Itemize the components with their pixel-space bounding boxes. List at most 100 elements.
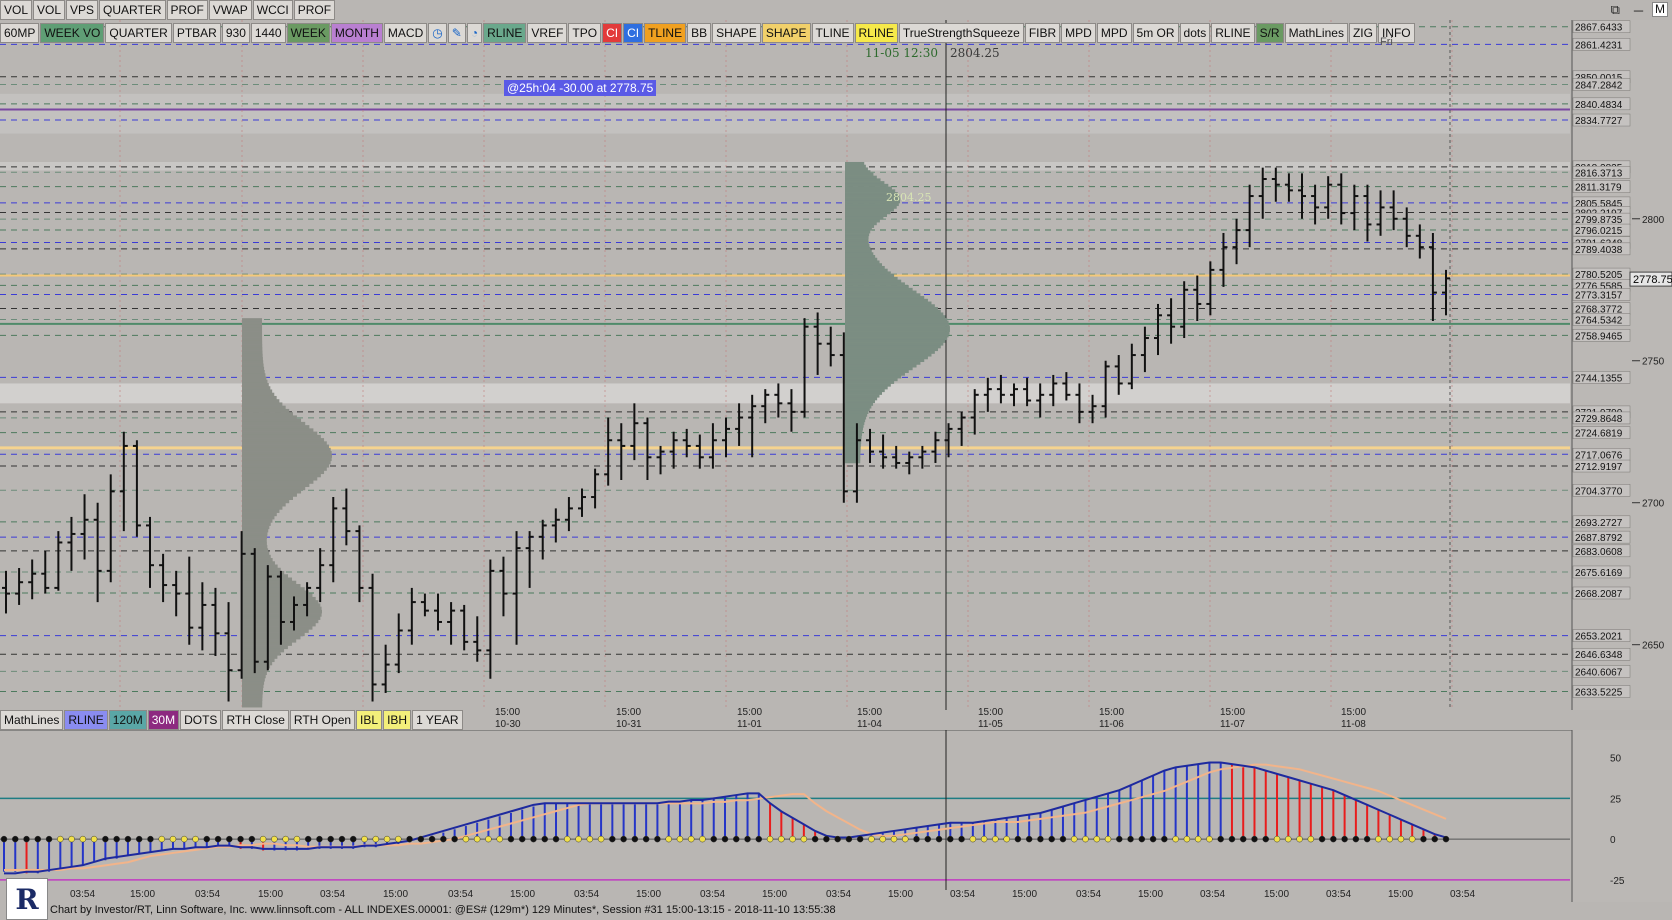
toolbar2-button[interactable]: RLINE: [483, 23, 527, 43]
squeeze-dot: [913, 835, 920, 843]
minimize-icon[interactable]: ─: [1633, 2, 1644, 18]
toolbar2-button[interactable]: BB: [687, 23, 712, 43]
toolbar3-button[interactable]: MathLines: [0, 710, 64, 730]
toolbar2-button[interactable]: MONTH: [330, 23, 383, 43]
x-tick-date: 11-04: [857, 719, 882, 730]
day-label: Fri: [1380, 36, 1393, 48]
toolbar2-button[interactable]: WEEK VO: [40, 23, 105, 43]
toolbar2-button[interactable]: SHAPE: [761, 23, 811, 43]
toolbar2-button[interactable]: 1440: [250, 23, 286, 43]
volume-profile-bar: [845, 252, 874, 256]
toolbar2-button[interactable]: ◷: [428, 23, 447, 43]
squeeze-dot: [1375, 835, 1382, 843]
toolbar3-button[interactable]: IBL: [356, 710, 383, 730]
toolbar1-button[interactable]: WCCI: [252, 0, 293, 20]
toolbar1-button[interactable]: VPS: [66, 0, 99, 20]
volume-profile-bar: [845, 345, 941, 349]
toolbar-indicators: 60MP WEEK VO QUARTER PTBAR 930 1440 WEEK MONTH M…: [0, 23, 1415, 43]
squeeze-dot: [665, 835, 672, 843]
toolbar2-button[interactable]: FIBR: [1024, 23, 1061, 43]
volume-profile-bar: [242, 412, 293, 416]
toolbar2-button[interactable]: WEEK: [286, 23, 330, 43]
toolbar2-button[interactable]: MathLines: [1284, 23, 1348, 43]
toolbar2-button[interactable]: ZIG: [1348, 23, 1377, 43]
volume-profile-bar: [845, 274, 895, 278]
toolbar2-button[interactable]: TLINE: [811, 23, 854, 43]
toolbar2-button[interactable]: INFO: [1377, 23, 1415, 43]
squeeze-dot: [1014, 835, 1022, 843]
squeeze-dot: [1228, 835, 1236, 843]
toolbar1-button[interactable]: VOL: [0, 0, 33, 20]
price-chart[interactable]: 2867.64332861.42312850.00152847.28422840…: [0, 20, 1672, 730]
toolbar2-button[interactable]: TPO: [568, 23, 602, 43]
volume-profile-bar: [242, 639, 297, 643]
squeeze-dot: [45, 835, 53, 843]
toolbar3-button[interactable]: RLINE: [64, 710, 108, 730]
volume-profile-bar: [242, 587, 305, 591]
macd-x-label: 03:54: [320, 889, 345, 900]
x-tick-date: 11-01: [737, 719, 762, 730]
toolbar2-button[interactable]: SHAPE: [712, 23, 761, 43]
toolbar3-button[interactable]: RTH Close: [222, 710, 289, 730]
macd-x-label: 15:00: [1012, 889, 1037, 900]
toolbar1-button[interactable]: PROF: [293, 0, 336, 20]
volume-profile-bar: [242, 434, 321, 439]
toolbar2-button[interactable]: MACD: [383, 23, 428, 43]
toolbar3-button[interactable]: 30M: [147, 710, 180, 730]
level-label: 2668.2087: [1575, 589, 1623, 600]
squeeze-dot: [135, 835, 143, 843]
volume-profile-bar: [242, 451, 332, 455]
toolbar2-button[interactable]: S/R: [1255, 23, 1284, 43]
volume-profile-bar: [242, 561, 275, 565]
volume-profile-bar: [242, 554, 271, 559]
pane-max-tag[interactable]: M: [1652, 2, 1668, 17]
toolbar2-button[interactable]: CI: [623, 23, 644, 43]
toolbar2-button[interactable]: ✎: [447, 23, 466, 43]
volume-profile-bar: [242, 655, 278, 659]
toolbar2-button[interactable]: QUARTER: [105, 23, 172, 43]
x-tick-time: 15:00: [495, 707, 520, 718]
volume-profile-bar: [845, 358, 925, 363]
toolbar2-button[interactable]: TrueStrengthSqueeze: [898, 23, 1024, 43]
toolbar2-button[interactable]: PTBAR: [172, 23, 221, 43]
toolbar2-button[interactable]: 930: [221, 23, 250, 43]
restore-icon[interactable]: ⧉: [1610, 2, 1620, 17]
toolbar1-button[interactable]: QUARTER: [99, 0, 166, 20]
toolbar1-button[interactable]: VWAP: [208, 0, 252, 20]
volume-profile-bar: [845, 260, 880, 264]
toolbar3-button[interactable]: DOTS: [180, 710, 222, 730]
toolbar3-button[interactable]: 1 YEAR: [412, 710, 463, 730]
squeeze-dot: [778, 835, 785, 843]
toolbar2-button[interactable]: RLINE: [1211, 23, 1255, 43]
toolbar1-button[interactable]: VOL: [33, 0, 66, 20]
volume-profile-bar: [242, 681, 265, 685]
toolbar2-button[interactable]: VREF: [527, 23, 568, 43]
volume-profile-bar: [845, 402, 874, 406]
toolbar1-button[interactable]: PROF: [166, 0, 208, 20]
toolbar3-button[interactable]: IBH: [383, 710, 412, 730]
volume-profile-bar: [845, 405, 872, 409]
toolbar2-button[interactable]: 60MP: [0, 23, 40, 43]
squeeze-dot: [237, 835, 244, 843]
toolbar2-button[interactable]: MPD: [1061, 23, 1096, 43]
toolbar2-button[interactable]: dots: [1179, 23, 1211, 43]
volume-profile-bar: [242, 545, 268, 549]
toolbar2-button[interactable]: MPD: [1096, 23, 1132, 43]
level-label: 2840.4834: [1575, 100, 1623, 111]
toolbar3-button[interactable]: RTH Open: [289, 710, 356, 730]
level-label-box: [1572, 530, 1631, 544]
macd-chart[interactable]: 50 25 0 -25 03:54 15:00 03:54 15:00 03:54 15:00 03…: [0, 730, 1672, 902]
toolbar2-button[interactable]: RLINE: [854, 23, 898, 43]
toolbar2-button[interactable]: ◔: [466, 23, 483, 43]
measure-annotation[interactable]: @25h:04 -30.00 at 2778.75: [504, 80, 657, 96]
level-label: 2867.6433: [1575, 23, 1623, 34]
level-label-box: [1572, 586, 1631, 600]
volume-profile-bar: [242, 460, 331, 465]
toolbar2-button[interactable]: 5m OR: [1132, 23, 1179, 43]
toolbar2-button[interactable]: TLINE: [644, 23, 687, 43]
toolbar2-button[interactable]: CI: [602, 23, 623, 43]
volume-profile-bar: [845, 265, 885, 269]
current-price-label: 2778.75: [1633, 274, 1672, 286]
toolbar3-button[interactable]: 120M: [108, 710, 147, 730]
level-label-box: [1572, 97, 1631, 111]
